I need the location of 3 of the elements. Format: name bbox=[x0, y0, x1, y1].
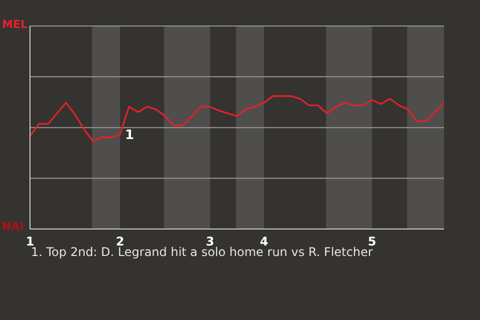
annotation: 1 bbox=[125, 128, 134, 144]
text: NAI bbox=[2, 220, 24, 233]
text: MEL bbox=[2, 18, 28, 31]
